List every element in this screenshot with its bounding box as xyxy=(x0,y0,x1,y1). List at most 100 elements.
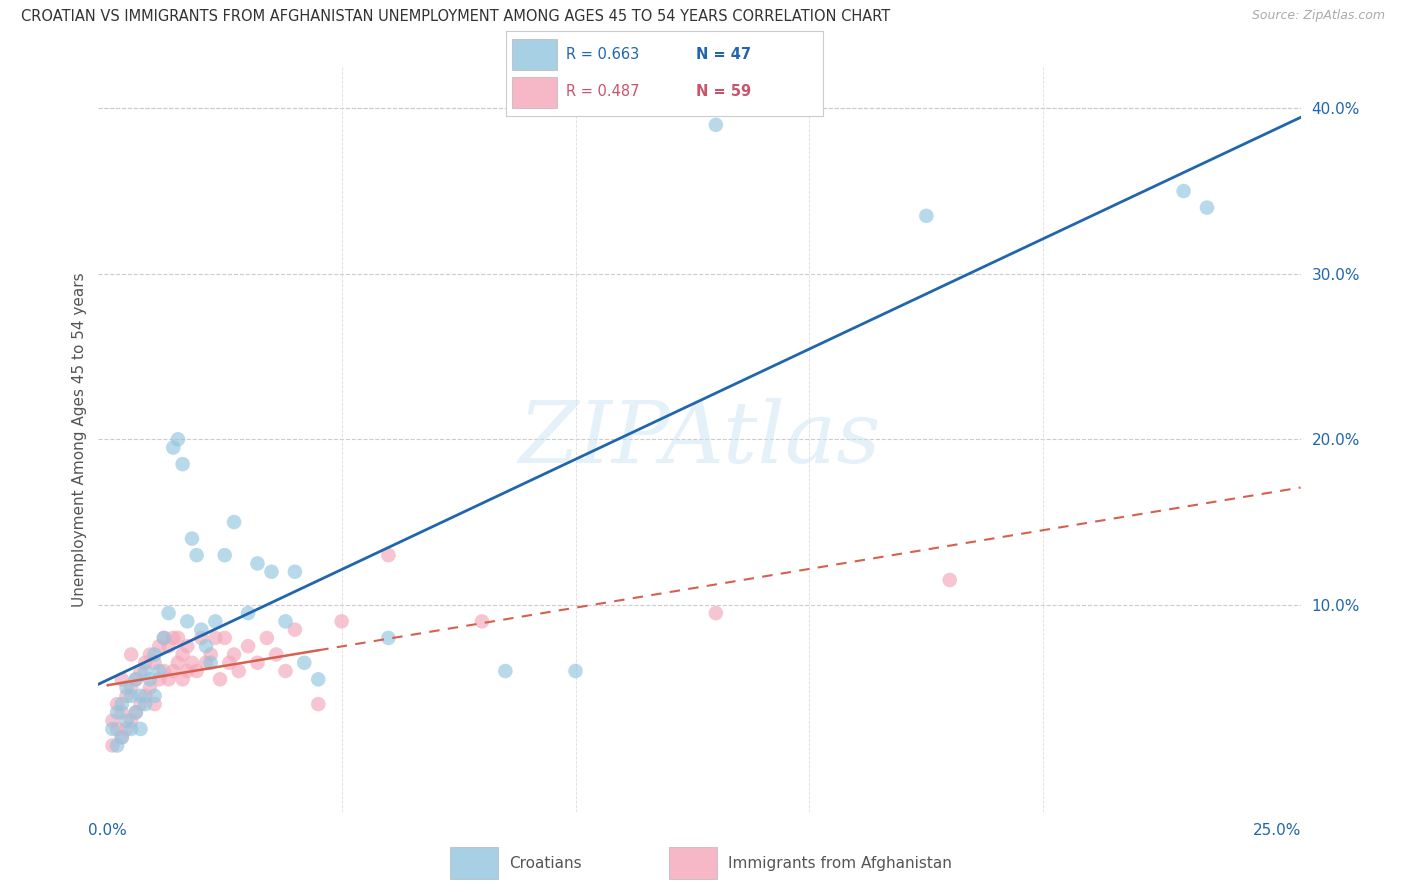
Point xyxy=(190,623,212,637)
Point xyxy=(915,209,938,223)
Point xyxy=(148,639,170,653)
Point xyxy=(125,706,148,720)
Point xyxy=(704,606,727,620)
Point xyxy=(143,656,166,670)
Point xyxy=(260,565,283,579)
Point xyxy=(208,673,231,687)
Point xyxy=(564,664,586,678)
Point xyxy=(162,441,184,455)
Point xyxy=(129,722,152,736)
Point xyxy=(218,656,240,670)
Point xyxy=(172,648,194,662)
Point xyxy=(129,664,152,678)
Point xyxy=(153,631,176,645)
Point xyxy=(153,664,176,678)
Point xyxy=(157,673,180,687)
Point xyxy=(120,722,142,736)
Point xyxy=(111,673,134,687)
Point xyxy=(274,664,297,678)
Point xyxy=(204,631,226,645)
Point xyxy=(162,631,184,645)
Point xyxy=(186,548,208,562)
Point xyxy=(246,656,269,670)
Point xyxy=(377,548,399,562)
Text: R = 0.487: R = 0.487 xyxy=(567,85,640,99)
Point xyxy=(139,681,162,695)
Point xyxy=(190,631,212,645)
Text: N = 59: N = 59 xyxy=(696,85,751,99)
Point xyxy=(167,432,190,446)
Point xyxy=(274,615,297,629)
Point xyxy=(222,515,245,529)
Point xyxy=(101,722,124,736)
Point xyxy=(176,615,198,629)
Point xyxy=(115,722,138,736)
Point xyxy=(181,532,204,546)
Point xyxy=(134,664,156,678)
Point xyxy=(172,673,194,687)
Point xyxy=(157,639,180,653)
Text: Source: ZipAtlas.com: Source: ZipAtlas.com xyxy=(1251,9,1385,22)
Point xyxy=(120,689,142,703)
Point xyxy=(143,697,166,711)
Point xyxy=(264,648,287,662)
Point xyxy=(105,697,128,711)
Point xyxy=(167,631,190,645)
Point xyxy=(307,673,329,687)
Text: R = 0.663: R = 0.663 xyxy=(567,47,640,62)
Point xyxy=(111,697,134,711)
Point xyxy=(195,656,218,670)
Point xyxy=(153,631,176,645)
Text: Croatians: Croatians xyxy=(509,855,581,871)
Point xyxy=(129,697,152,711)
Point xyxy=(186,664,208,678)
Point xyxy=(125,673,148,687)
Point xyxy=(1195,201,1218,215)
Point xyxy=(256,631,278,645)
Point xyxy=(111,730,134,744)
Point xyxy=(143,648,166,662)
Point xyxy=(139,648,162,662)
Point xyxy=(292,656,315,670)
Point xyxy=(105,739,128,753)
Point xyxy=(176,664,198,678)
Point xyxy=(101,739,124,753)
Point xyxy=(1173,184,1195,198)
Text: Immigrants from Afghanistan: Immigrants from Afghanistan xyxy=(728,855,952,871)
Point xyxy=(125,706,148,720)
Point xyxy=(704,118,727,132)
Point xyxy=(938,573,960,587)
FancyBboxPatch shape xyxy=(669,847,717,880)
Point xyxy=(120,648,142,662)
Point xyxy=(330,615,353,629)
Text: ZIPAtlas: ZIPAtlas xyxy=(519,398,880,481)
Point xyxy=(111,730,134,744)
Point xyxy=(214,548,236,562)
Y-axis label: Unemployment Among Ages 45 to 54 years: Unemployment Among Ages 45 to 54 years xyxy=(72,272,87,607)
Point xyxy=(284,565,307,579)
Point xyxy=(115,714,138,728)
Point xyxy=(101,714,124,728)
Point xyxy=(172,457,194,471)
Point xyxy=(120,714,142,728)
Point xyxy=(214,631,236,645)
Point xyxy=(204,615,226,629)
Point xyxy=(181,656,204,670)
Point xyxy=(200,656,222,670)
Point xyxy=(148,673,170,687)
Point xyxy=(176,639,198,653)
Point xyxy=(236,639,259,653)
Point xyxy=(157,606,180,620)
FancyBboxPatch shape xyxy=(512,77,557,108)
Point xyxy=(200,648,222,662)
FancyBboxPatch shape xyxy=(450,847,498,880)
Point xyxy=(134,656,156,670)
Point xyxy=(246,557,269,571)
Point xyxy=(195,639,218,653)
Text: CROATIAN VS IMMIGRANTS FROM AFGHANISTAN UNEMPLOYMENT AMONG AGES 45 TO 54 YEARS C: CROATIAN VS IMMIGRANTS FROM AFGHANISTAN … xyxy=(21,9,890,24)
Point xyxy=(143,689,166,703)
Point xyxy=(471,615,494,629)
Point xyxy=(105,722,128,736)
Text: N = 47: N = 47 xyxy=(696,47,751,62)
Point xyxy=(105,706,128,720)
